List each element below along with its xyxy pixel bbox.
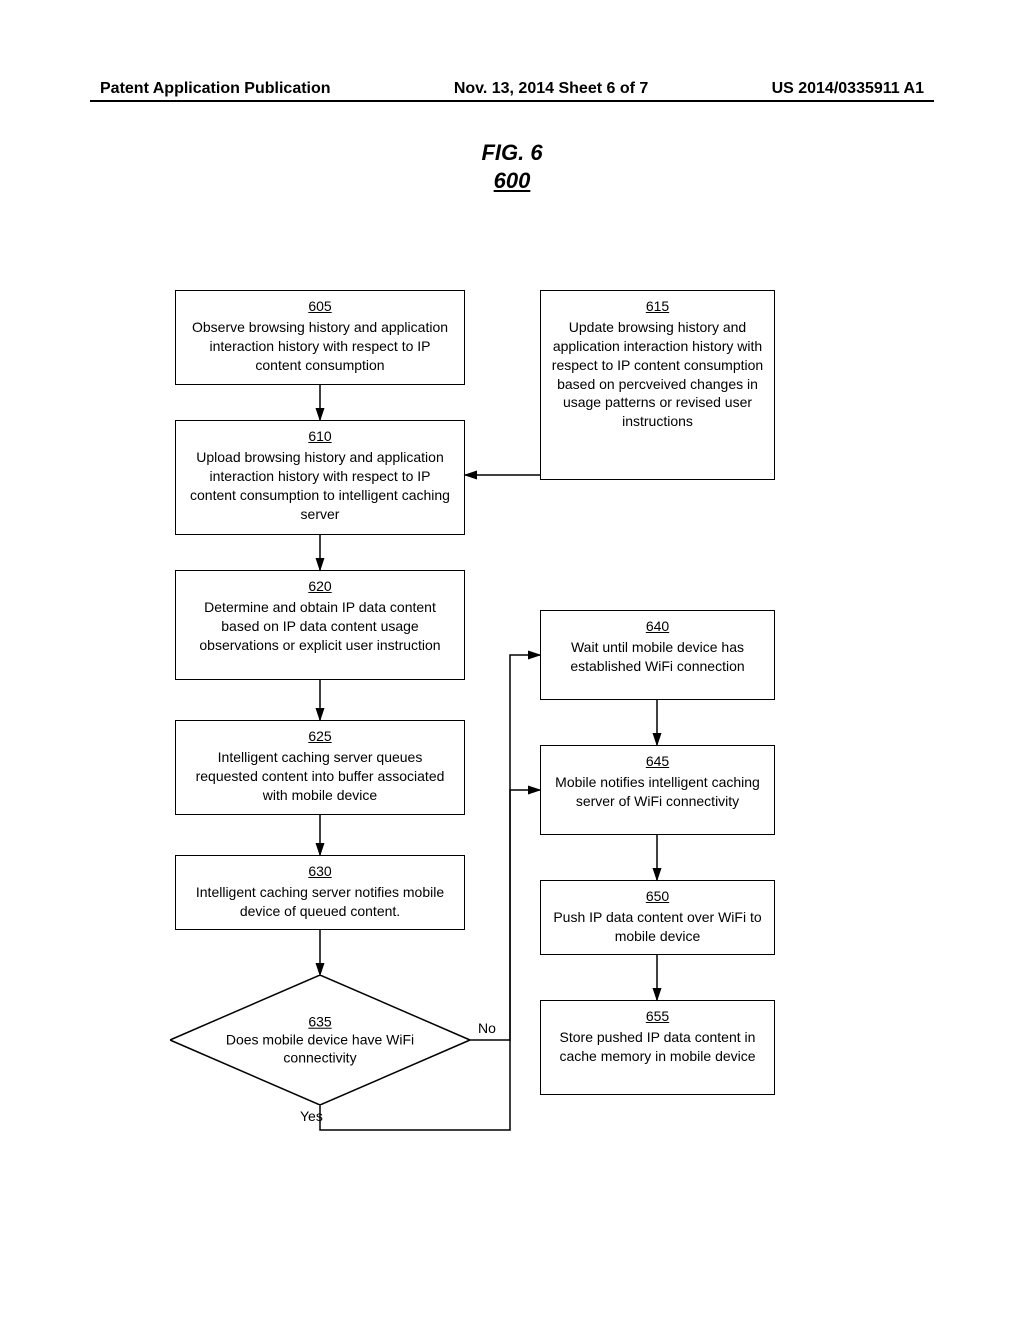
box-610-text: Upload browsing history and application … bbox=[190, 449, 450, 522]
box-625-text: Intelligent caching server queues reques… bbox=[196, 749, 445, 803]
decision-635-text: Does mobile device have WiFi connectivit… bbox=[226, 1032, 414, 1066]
box-645: 645 Mobile notifies intelligent caching … bbox=[540, 745, 775, 835]
box-625: 625 Intelligent caching server queues re… bbox=[175, 720, 465, 815]
box-605: 605 Observe browsing history and applica… bbox=[175, 290, 465, 385]
box-610: 610 Upload browsing history and applicat… bbox=[175, 420, 465, 535]
box-615-text: Update browsing history and application … bbox=[552, 319, 763, 429]
box-630-text: Intelligent caching server notifies mobi… bbox=[196, 884, 444, 919]
box-605-text: Observe browsing history and application… bbox=[192, 319, 448, 373]
box-615: 615 Update browsing history and applicat… bbox=[540, 290, 775, 480]
box-620: 620 Determine and obtain IP data content… bbox=[175, 570, 465, 680]
box-615-num: 615 bbox=[551, 297, 764, 316]
box-630: 630 Intelligent caching server notifies … bbox=[175, 855, 465, 930]
box-610-num: 610 bbox=[186, 427, 454, 446]
box-640: 640 Wait until mobile device has establi… bbox=[540, 610, 775, 700]
box-655-num: 655 bbox=[551, 1007, 764, 1026]
box-640-text: Wait until mobile device has established… bbox=[570, 639, 744, 674]
box-625-num: 625 bbox=[186, 727, 454, 746]
decision-635-num: 635 bbox=[215, 1013, 425, 1031]
header-left: Patent Application Publication bbox=[100, 80, 331, 98]
figure-title: FIG. 6 bbox=[0, 140, 1024, 166]
decision-635: 635 Does mobile device have WiFi connect… bbox=[170, 975, 470, 1105]
box-620-num: 620 bbox=[186, 577, 454, 596]
label-yes: Yes bbox=[300, 1108, 323, 1124]
box-645-num: 645 bbox=[551, 752, 764, 771]
box-640-num: 640 bbox=[551, 617, 764, 636]
box-630-num: 630 bbox=[186, 862, 454, 881]
box-605-num: 605 bbox=[186, 297, 454, 316]
box-650: 650 Push IP data content over WiFi to mo… bbox=[540, 880, 775, 955]
label-no: No bbox=[478, 1020, 496, 1036]
box-655-text: Store pushed IP data content in cache me… bbox=[559, 1029, 755, 1064]
flow-arrows bbox=[0, 0, 1024, 1320]
box-650-text: Push IP data content over WiFi to mobile… bbox=[553, 909, 761, 944]
figure-number: 600 bbox=[0, 168, 1024, 194]
header-right: US 2014/0335911 A1 bbox=[772, 80, 924, 98]
box-620-text: Determine and obtain IP data content bas… bbox=[199, 599, 440, 653]
header-rule bbox=[90, 100, 934, 102]
header-center: Nov. 13, 2014 Sheet 6 of 7 bbox=[454, 80, 648, 98]
box-645-text: Mobile notifies intelligent caching serv… bbox=[555, 774, 760, 809]
page-header: Patent Application Publication Nov. 13, … bbox=[0, 80, 1024, 98]
box-650-num: 650 bbox=[551, 887, 764, 906]
box-655: 655 Store pushed IP data content in cach… bbox=[540, 1000, 775, 1095]
